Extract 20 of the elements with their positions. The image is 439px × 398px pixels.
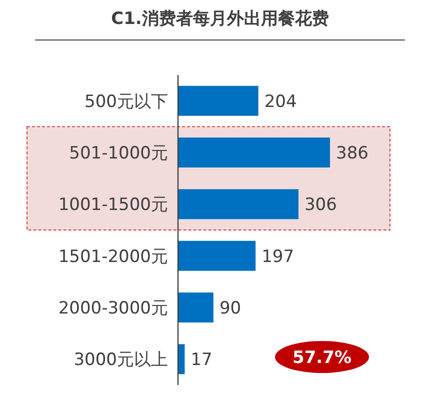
bar [178, 189, 298, 220]
bar [178, 292, 214, 322]
bar [178, 240, 256, 271]
bar [178, 86, 258, 116]
data-label: 197 [262, 246, 294, 267]
y-tick-label: 501-1000元 [69, 143, 168, 164]
data-label: 17 [190, 350, 212, 370]
data-label: 306 [304, 195, 337, 216]
y-tick-label: 500元以下 [84, 92, 168, 112]
y-tick-label: 3000元以上 [74, 350, 168, 370]
data-label: 90 [219, 298, 242, 318]
y-tick-label: 1501-2000元 [58, 246, 168, 267]
data-label: 204 [264, 92, 297, 112]
bar [178, 344, 185, 374]
y-tick-label: 1001-1500元 [58, 195, 168, 216]
chart-title: C1.消费者每月外出用餐花费 [111, 9, 329, 29]
bar [178, 138, 330, 168]
annotation: 57.7% [292, 348, 352, 368]
y-tick-label: 2000-3000元 [58, 298, 168, 318]
data-label: 386 [336, 143, 368, 164]
